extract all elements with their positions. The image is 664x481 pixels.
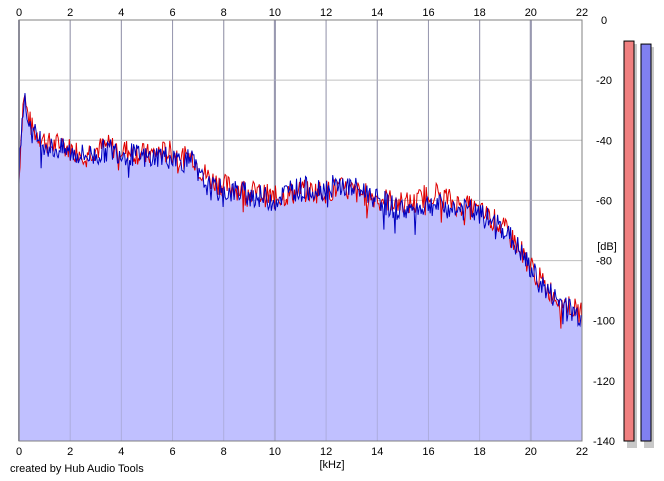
x-tick-label-top: 2 — [67, 7, 73, 19]
x-tick-label-bottom: 22 — [576, 446, 588, 458]
x-tick-label-bottom: 20 — [525, 446, 537, 458]
x-tick-label-bottom: 0 — [16, 446, 22, 458]
y-tick-label: 0 — [601, 15, 607, 27]
x-tick-label-bottom: 16 — [422, 446, 434, 458]
x-tick-label-top: 8 — [221, 7, 227, 19]
y-tick-label: -80 — [596, 256, 612, 268]
level-meter — [623, 40, 654, 449]
series-line-2 — [18, 93, 583, 328]
x-tick-label-bottom: 4 — [118, 446, 124, 458]
tick-labels: 002244668810101212141416161818202022220-… — [16, 7, 615, 458]
x-tick-label-top: 4 — [118, 7, 124, 19]
meter-bar-1 — [623, 40, 635, 442]
x-tick-label-top: 0 — [16, 7, 22, 19]
credit-text: created by Hub Audio Tools — [10, 463, 144, 475]
area-fill — [19, 94, 582, 442]
x-tick-label-top: 10 — [269, 7, 281, 19]
x-tick-label-top: 12 — [320, 7, 332, 19]
y-tick-label: -140 — [593, 436, 615, 448]
x-tick-label-bottom: 18 — [474, 446, 486, 458]
y-tick-label: -120 — [593, 376, 615, 388]
series-lines — [18, 19, 583, 442]
meter-bar-2 — [640, 43, 652, 442]
x-tick-label-top: 16 — [422, 7, 434, 19]
x-tick-label-bottom: 6 — [169, 446, 175, 458]
y-axis-label: [dB] — [597, 241, 617, 253]
x-tick-label-bottom: 10 — [269, 446, 281, 458]
x-tick-label-bottom: 2 — [67, 446, 73, 458]
y-tick-label: -40 — [596, 135, 612, 147]
plot-border — [18, 19, 583, 442]
x-tick-label-bottom: 14 — [371, 446, 383, 458]
y-tick-label: -60 — [596, 195, 612, 207]
y-tick-label: -20 — [596, 75, 612, 87]
y-tick-label: -100 — [593, 316, 615, 328]
x-tick-label-top: 6 — [169, 7, 175, 19]
x-tick-label-bottom: 12 — [320, 446, 332, 458]
x-tick-label-top: 20 — [525, 7, 537, 19]
x-axis-label: [kHz] — [319, 459, 344, 471]
x-tick-label-top: 14 — [371, 7, 383, 19]
x-tick-label-top: 18 — [474, 7, 486, 19]
x-tick-label-top: 22 — [576, 7, 588, 19]
x-tick-label-bottom: 8 — [221, 446, 227, 458]
